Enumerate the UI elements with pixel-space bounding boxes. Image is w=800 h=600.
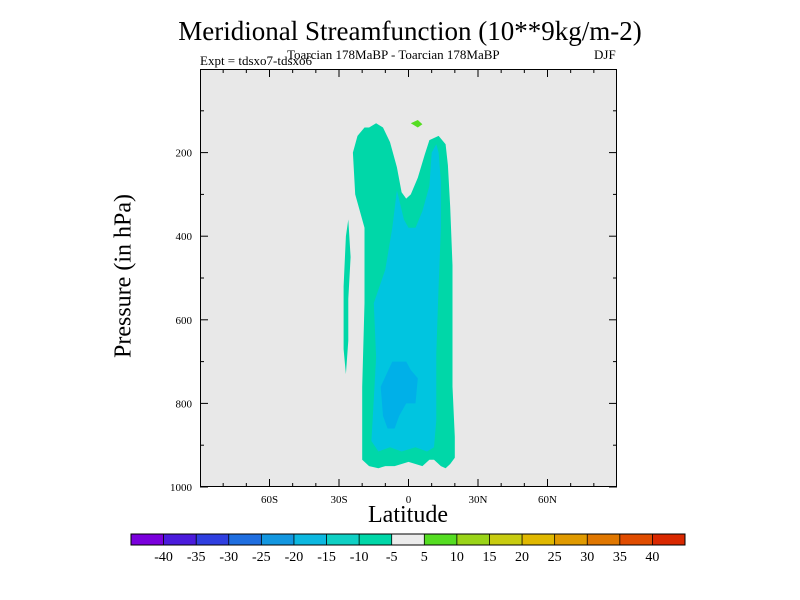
experiment-label: Expt = tdsxo7-tdsxo6 <box>200 53 313 68</box>
colorbar-frame <box>130 533 686 546</box>
y-tick-label: 200 <box>176 148 193 160</box>
contour-region-4 <box>410 120 423 128</box>
colorbar-swatch <box>293 534 327 545</box>
season-label: DJF <box>594 47 616 62</box>
y-tick-label: 800 <box>176 398 193 410</box>
x-axis-label: Latitude <box>368 502 448 528</box>
colorbar-swatch <box>391 534 425 545</box>
colorbar-label: -30 <box>219 550 238 565</box>
y-tick-label: 600 <box>176 315 193 327</box>
colorbar-swatch <box>587 534 621 545</box>
x-tick-label: 60S <box>261 494 278 506</box>
colorbar-label: 15 <box>482 550 496 565</box>
colorbar: -40 -35 -30 -25 -20 -15 -10 -5 5 10 15 20 25 30 35 40 <box>130 533 686 565</box>
y-tick-label: 1000 <box>170 482 193 494</box>
colorbar-swatch <box>652 534 686 545</box>
colorbar-label: 40 <box>645 550 659 565</box>
x-tick-label: 30S <box>330 494 347 506</box>
colorbar-swatch <box>228 534 262 545</box>
colorbar-swatch <box>359 534 393 545</box>
colorbar-label: 25 <box>548 550 562 565</box>
colorbar-label: -5 <box>386 550 398 565</box>
colorbar-label: 20 <box>515 550 529 565</box>
colorbar-label: 35 <box>613 550 627 565</box>
colorbar-label: -40 <box>154 550 173 565</box>
colorbar-swatch <box>326 534 360 545</box>
colorbar-label: -10 <box>350 550 369 565</box>
x-tick-label: 0 <box>406 494 412 506</box>
colorbar-swatch <box>196 534 230 545</box>
colorbar-label: 5 <box>421 550 428 565</box>
y-tick-label: 400 <box>176 231 193 243</box>
colorbar-label: -35 <box>187 550 206 565</box>
colorbar-label: -25 <box>252 550 271 565</box>
contour-layer <box>343 120 455 469</box>
colorbar-label: 10 <box>450 550 464 565</box>
colorbar-swatch <box>456 534 490 545</box>
x-tick-label: 60N <box>538 494 557 506</box>
contour-region-3 <box>380 361 418 429</box>
axis-ticks: 60S 30S 0 30N 60N 200 400 600 800 1000 <box>170 69 617 506</box>
colorbar-swatch <box>554 534 588 545</box>
colorbar-swatch <box>163 534 197 545</box>
colorbar-swatch <box>522 534 555 545</box>
colorbar-label: 30 <box>580 550 594 565</box>
chart-title: Meridional Streamfunction (10**9kg/m-2) <box>178 16 642 46</box>
colorbar-swatch <box>619 534 653 545</box>
colorbar-swatch <box>131 534 164 545</box>
colorbar-label: -15 <box>317 550 336 565</box>
colorbar-swatch <box>489 534 523 545</box>
x-tick-label: 30N <box>469 494 488 506</box>
chart-subtitle: Toarcian 178MaBP - Toarcian 178MaBP <box>287 47 500 62</box>
colorbar-label: -20 <box>285 550 304 565</box>
colorbar-swatch <box>424 534 458 545</box>
colorbar-swatch <box>261 534 295 545</box>
contour-region-1 <box>343 219 351 375</box>
